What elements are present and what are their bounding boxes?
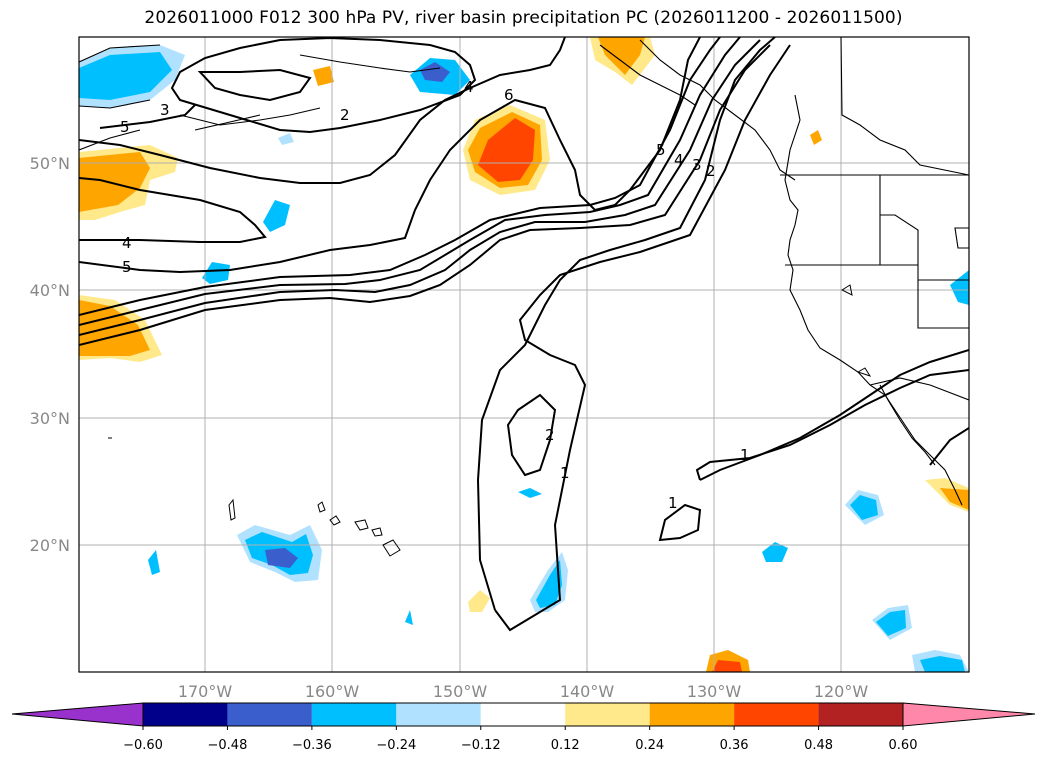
pv-label: 2 [706,162,716,180]
map-contents: 1 1 1 2 2 2 3 3 4 4 4 5 5 5 6 [79,37,969,672]
precip-positive-area [478,118,535,182]
map-frame [78,36,970,673]
precip-positive-area [712,660,742,672]
precip-negative-area [420,62,450,82]
precip-negative-area [876,610,906,636]
precip-negative-area [202,262,230,284]
precip-positive-area [810,130,822,145]
lat-axis: 50°N 40°N 30°N 20°N [30,154,70,555]
pv-label: 3 [692,156,702,174]
precip-negative-area [920,656,965,672]
precip-positive-area [468,590,490,612]
colorbar-cell [227,703,312,726]
precip-negative-area [850,495,878,520]
pv-label: 5 [656,141,666,159]
islands [108,284,872,557]
colorbar-cell [818,703,903,726]
precip-negative-area [762,542,788,562]
lon-tick-label: 130°W [687,682,742,701]
lon-tick-label: 150°W [433,682,488,701]
lon-axis: 170°W 160°W 150°W 140°W 130°W 120°W [178,682,869,701]
precip-positive-area [598,37,645,75]
precip-positive-area [313,66,334,86]
lat-tick-label: 50°N [30,154,70,173]
pv-label: 5 [122,258,132,276]
pv-label: 2 [545,426,555,444]
lon-tick-label: 120°W [814,682,869,701]
colorbar-tick-label: 0.12 [551,738,580,753]
lat-tick-label: 20°N [30,536,70,555]
pv-label: 1 [740,446,750,464]
precip-negative-area [263,200,290,232]
colorbar-tick-label: 0.24 [635,738,664,753]
precip-negative-area [405,610,413,625]
colorbar-cell [649,703,735,726]
pv-label: 1 [560,464,570,482]
colorbar-tick-label: −0.36 [292,738,332,753]
precip-negative-area [265,548,298,568]
lat-tick-label: 40°N [30,281,70,300]
map-title: 2026011000 F012 300 hPa PV, river basin … [144,8,903,28]
precip-negative-area [518,488,542,498]
pv-label: 4 [122,234,132,252]
colorbar-cell [396,703,481,726]
precip-negative-area [79,52,172,100]
pv-label: 5 [120,118,130,136]
precip-negative-area [148,550,160,575]
colorbar-extend-max [902,702,1036,727]
colorbar-tick-label: −0.24 [376,738,416,753]
precip-negative-area [536,560,562,608]
precip-positive-area [79,300,150,356]
pv-label: 2 [340,106,350,124]
precip-negative-area [278,133,294,145]
precip-positive-area [79,152,150,212]
colorbar-extend-min [11,702,144,727]
colorbar-tick-label: −0.12 [461,738,501,753]
pv-label: 4 [464,78,474,96]
pv-contours [79,37,969,632]
lat-tick-label: 30°N [30,409,70,428]
colorbar-tick-label: −0.60 [123,738,163,753]
gridlines [79,37,969,672]
pv-label: 3 [160,101,170,119]
lon-tick-label: 140°W [560,682,615,701]
colorbar-tick-label: 0.60 [889,738,918,753]
lon-tick-label: 160°W [305,682,360,701]
pv-label: 1 [668,494,678,512]
colorbar-tick-label: −0.48 [208,738,248,753]
lon-tick-label: 170°W [178,682,233,701]
precip-shading [79,37,969,672]
colorbar-tick-label: 0.48 [804,738,833,753]
colorbar-cell [311,703,397,726]
colorbar-tick-label: 0.36 [720,738,749,753]
colorbar: −0.60 −0.48 −0.36 −0.24 −0.12 0.12 0.24 0.36 0.4… [11,702,1036,753]
precip-negative-area [950,270,969,305]
colorbar-cell [734,703,819,726]
pv-label: 6 [504,86,514,104]
colorbar-cell [480,703,566,726]
pv-label: 4 [674,151,684,169]
pv-contour-labels: 1 1 1 2 2 2 3 3 4 4 4 5 5 5 6 [120,78,750,512]
colorbar-cell [565,703,650,726]
colorbar-cell [143,703,228,726]
